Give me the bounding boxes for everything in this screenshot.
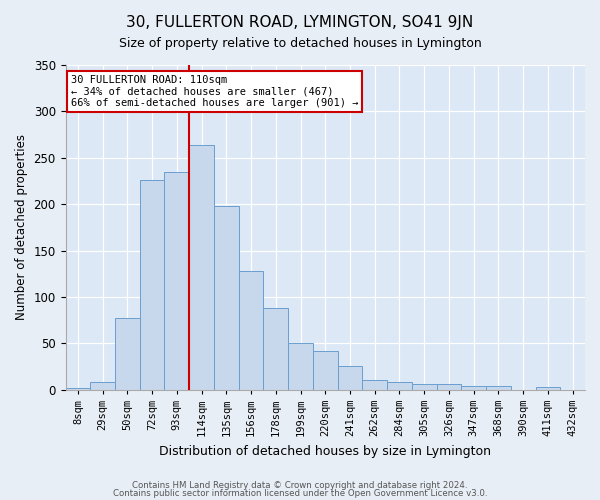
Text: Contains public sector information licensed under the Open Government Licence v3: Contains public sector information licen… xyxy=(113,489,487,498)
Bar xyxy=(263,308,288,390)
Bar xyxy=(461,386,486,390)
Text: 30 FULLERTON ROAD: 110sqm
← 34% of detached houses are smaller (467)
66% of semi: 30 FULLERTON ROAD: 110sqm ← 34% of detac… xyxy=(71,74,358,108)
Y-axis label: Number of detached properties: Number of detached properties xyxy=(15,134,28,320)
Bar xyxy=(437,384,461,390)
Bar xyxy=(412,384,437,390)
Bar xyxy=(288,344,313,390)
Bar xyxy=(65,388,90,390)
Bar xyxy=(239,271,263,390)
Bar xyxy=(387,382,412,390)
Bar xyxy=(189,145,214,390)
Bar xyxy=(115,318,140,390)
Bar xyxy=(362,380,387,390)
Text: Contains HM Land Registry data © Crown copyright and database right 2024.: Contains HM Land Registry data © Crown c… xyxy=(132,480,468,490)
Bar xyxy=(90,382,115,390)
Bar xyxy=(536,387,560,390)
Text: 30, FULLERTON ROAD, LYMINGTON, SO41 9JN: 30, FULLERTON ROAD, LYMINGTON, SO41 9JN xyxy=(127,15,473,30)
Text: Size of property relative to detached houses in Lymington: Size of property relative to detached ho… xyxy=(119,38,481,51)
Bar xyxy=(313,350,338,390)
Bar xyxy=(486,386,511,390)
Bar xyxy=(214,206,239,390)
Bar xyxy=(338,366,362,390)
Bar xyxy=(164,172,189,390)
X-axis label: Distribution of detached houses by size in Lymington: Distribution of detached houses by size … xyxy=(159,444,491,458)
Bar xyxy=(140,180,164,390)
